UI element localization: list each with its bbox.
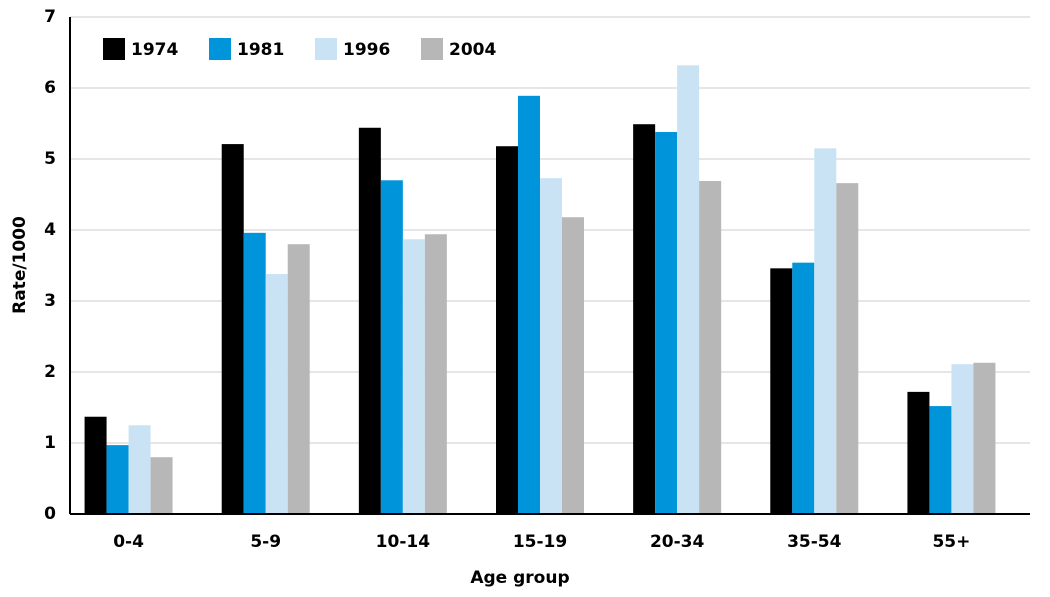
bar [929,406,952,514]
y-tick-label: 4 [44,220,56,240]
legend-label: 1981 [237,40,284,60]
bar [518,95,540,514]
bar [814,148,837,514]
bar [836,183,859,514]
y-tick-label: 2 [44,362,56,382]
bar [106,445,129,514]
bar [424,234,447,514]
y-tick-label: 6 [44,78,56,98]
y-tick-label: 5 [44,149,56,169]
bar [150,457,173,514]
legend-swatch [315,38,337,60]
bar [770,268,793,514]
x-tick-label: 55+ [932,532,970,552]
bar [84,416,107,514]
x-tick-label: 15-19 [513,532,567,552]
legend-label: 1974 [131,40,178,60]
x-tick-label: 20-34 [650,532,705,552]
x-axis-label: Age group [470,568,569,588]
x-tick-label: 5-9 [250,532,281,552]
bar [633,124,656,515]
bar [973,362,996,514]
bar [907,391,930,514]
bar [221,144,244,514]
legend-swatch [209,38,231,60]
y-tick-label: 1 [44,433,56,453]
bar [951,364,974,514]
bar [287,244,310,514]
y-tick-label: 7 [44,7,56,27]
legend-swatch [421,38,443,60]
bar [540,178,562,515]
bar [699,181,722,514]
bar [358,127,381,514]
bar [655,132,678,514]
bar [243,232,266,514]
x-tick-label: 0-4 [113,532,144,552]
bar [380,180,403,515]
x-tick-label: 10-14 [376,532,431,552]
legend-swatch [103,38,125,60]
y-tick-label: 3 [44,291,56,311]
legend-label: 2004 [449,40,496,60]
bar [496,146,518,514]
x-tick-label: 35-54 [787,532,842,552]
bar [792,262,815,514]
y-axis-label: Rate/1000 [10,216,30,314]
bar [128,425,151,514]
legend-label: 1996 [343,40,390,60]
y-tick-label: 0 [44,504,56,524]
bar [265,274,288,514]
bar [562,217,584,514]
bar [402,239,425,515]
bar [677,65,700,514]
